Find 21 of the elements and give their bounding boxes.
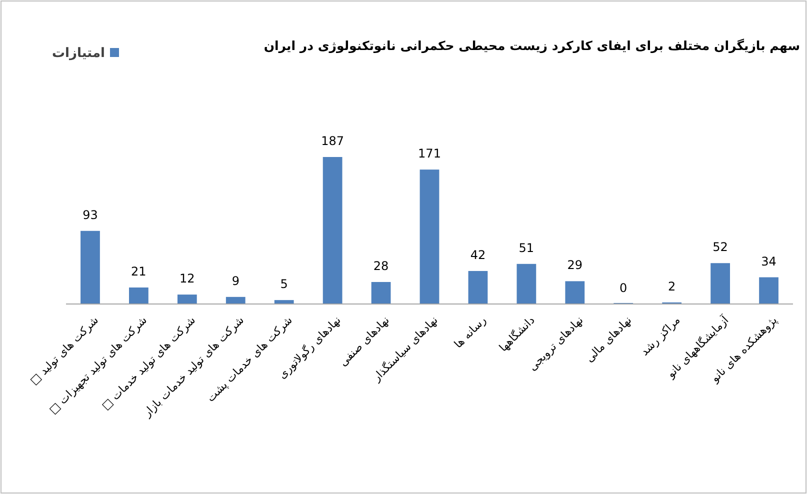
data-label: 2 — [668, 279, 676, 294]
x-tick-label: نهادهای مالی — [583, 314, 634, 365]
data-label: 42 — [470, 248, 486, 262]
chart-title: سهم بازیگران مختلف برای ایفای کارکرد زیست محیطی حکمرانی نانوتکنولوژی در ایران — [264, 38, 800, 54]
data-label: 187 — [321, 134, 344, 148]
x-tick-label: مراکز رشد — [638, 314, 683, 358]
data-label: 171 — [418, 146, 441, 161]
data-label: 28 — [373, 258, 389, 273]
data-label: 21 — [131, 264, 146, 278]
x-tick-label: رسانه ها — [452, 314, 489, 351]
data-label: 5 — [280, 277, 288, 292]
data-label: 12 — [180, 272, 195, 286]
data-label: 51 — [518, 240, 534, 255]
data-label: 52 — [712, 240, 728, 254]
data-label: 0 — [620, 281, 628, 295]
data-label: 9 — [232, 274, 240, 288]
legend-label: امتیازات — [52, 46, 105, 61]
x-tick-label: دانشگاهها — [496, 314, 538, 354]
data-label: 29 — [567, 258, 583, 272]
data-label: 34 — [761, 254, 776, 268]
data-label: 93 — [82, 208, 98, 222]
